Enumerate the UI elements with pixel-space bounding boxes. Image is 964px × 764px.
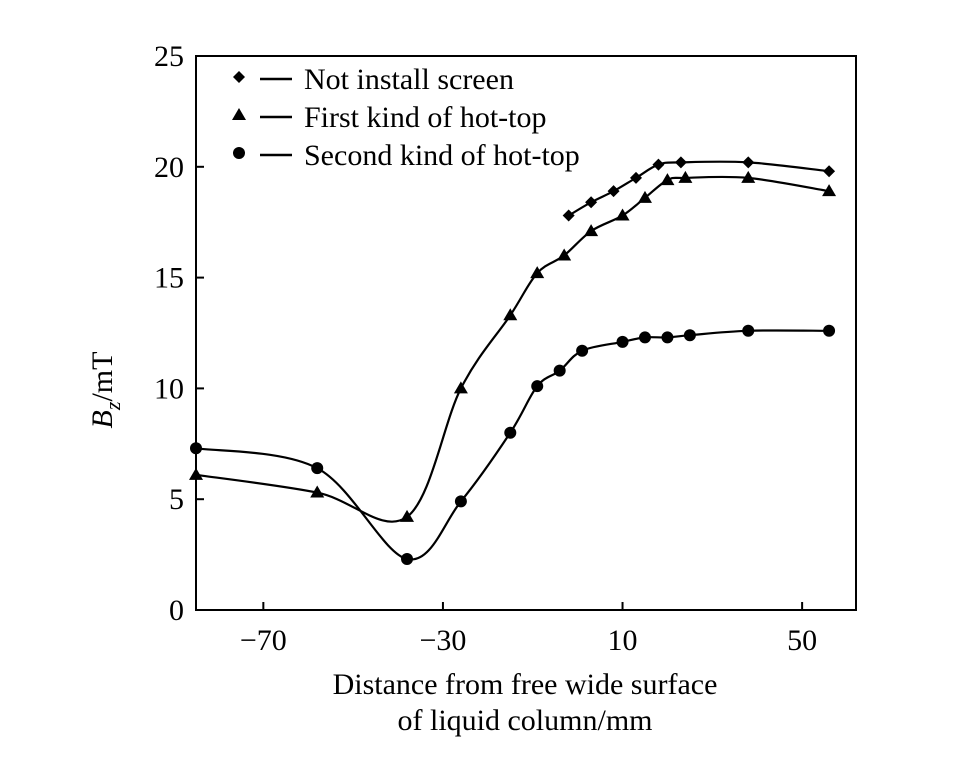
legend-entry: Second kind of hot-top: [233, 139, 580, 172]
series-group: [189, 156, 837, 566]
x-axis-title: Distance from free wide surface of liqui…: [333, 668, 718, 737]
data-point: [823, 324, 836, 337]
ticks: 0 5 10 15 20 25 −70 −30 10 50: [154, 40, 817, 657]
data-point: [630, 171, 642, 184]
data-point: [637, 190, 652, 203]
data-point: [310, 485, 325, 498]
legend-entry: Not install screen: [233, 63, 514, 96]
y-tick-label: 20: [154, 151, 184, 184]
y-axis-title-main: B: [86, 410, 119, 428]
legend-marker: [232, 108, 246, 120]
series-circle: [190, 324, 836, 566]
y-tick-label: 15: [154, 262, 184, 295]
legend-entry: First kind of hot-top: [232, 101, 547, 134]
legend-label: First kind of hot-top: [304, 101, 547, 134]
data-point: [638, 331, 651, 344]
data-point: [822, 184, 837, 197]
data-point: [531, 380, 544, 393]
data-point: [190, 442, 202, 455]
axes: [195, 55, 857, 611]
data-point: [742, 156, 755, 169]
data-point: [562, 209, 575, 222]
x-tick-label: −70: [240, 624, 287, 657]
legend: Not install screen First kind of hot-top S…: [232, 63, 580, 172]
y-axis-title: Bz/mT: [86, 352, 125, 429]
y-tick-label: 25: [154, 40, 184, 73]
y-tick-label: 10: [154, 372, 184, 405]
data-point: [311, 462, 324, 475]
data-point: [189, 467, 203, 480]
data-point: [607, 185, 620, 198]
data-point: [823, 165, 836, 178]
series-diamond: [562, 156, 836, 222]
x-axis-title-line2: of liquid column/mm: [398, 704, 653, 737]
data-point: [454, 495, 467, 508]
data-point: [453, 381, 468, 394]
series-line: [195, 175, 830, 523]
data-point: [678, 170, 693, 183]
data-point: [584, 224, 599, 237]
legend-label: Second kind of hot-top: [304, 139, 580, 172]
data-point: [553, 364, 566, 377]
series-line: [568, 160, 830, 217]
y-axis-title-unit: /mT: [86, 352, 119, 402]
data-point: [616, 335, 629, 348]
data-point: [530, 266, 545, 279]
data-point: [652, 158, 665, 171]
y-axis-title-sub: z: [100, 401, 125, 411]
data-point: [741, 170, 756, 183]
legend-label: Not install screen: [304, 63, 514, 96]
data-point: [674, 156, 687, 169]
data-point: [401, 553, 414, 566]
data-point: [615, 208, 630, 221]
x-tick-label: 50: [787, 624, 817, 657]
x-tick-label: −30: [419, 624, 466, 657]
series-line: [195, 329, 830, 561]
data-point: [504, 426, 517, 439]
data-point: [400, 509, 415, 522]
data-point: [661, 331, 674, 344]
x-axis-title-line1: Distance from free wide surface: [333, 668, 718, 701]
y-tick-label: 5: [169, 483, 184, 516]
series-triangle: [189, 170, 837, 523]
svg-text:Bz/mT: Bz/mT: [86, 352, 125, 429]
data-point: [660, 173, 675, 186]
plot-frame: [195, 55, 857, 611]
y-tick-label: 0: [169, 594, 184, 627]
data-point: [683, 329, 696, 342]
legend-marker: [233, 71, 245, 83]
data-point: [503, 308, 518, 321]
data-point: [585, 196, 598, 209]
data-point: [742, 324, 755, 337]
x-tick-label: 10: [608, 624, 638, 657]
legend-marker: [233, 147, 245, 159]
data-point: [576, 344, 589, 357]
data-point: [557, 248, 572, 261]
